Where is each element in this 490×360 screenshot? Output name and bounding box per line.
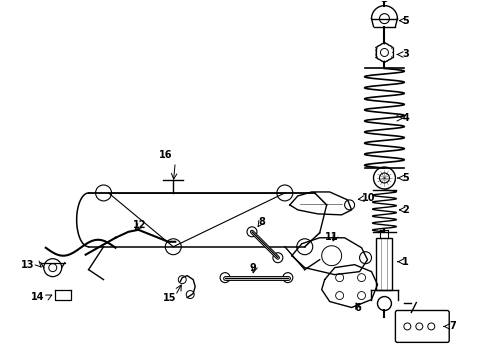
- Text: 16: 16: [159, 150, 172, 160]
- Text: 4: 4: [402, 113, 409, 123]
- Text: 11: 11: [325, 232, 338, 242]
- Text: 15: 15: [163, 293, 177, 302]
- Bar: [376, 238, 392, 289]
- Text: 6: 6: [355, 302, 361, 312]
- Text: 7: 7: [449, 321, 456, 332]
- Text: 9: 9: [250, 263, 257, 273]
- Text: 14: 14: [31, 292, 44, 302]
- Text: 12: 12: [133, 220, 147, 230]
- Text: 1: 1: [402, 257, 409, 267]
- Text: 13: 13: [21, 260, 34, 270]
- Text: 5: 5: [402, 173, 409, 183]
- Text: 5: 5: [402, 15, 409, 26]
- Text: 8: 8: [258, 217, 265, 227]
- Text: 2: 2: [402, 205, 409, 215]
- Text: 3: 3: [402, 49, 409, 59]
- Text: 10: 10: [362, 193, 375, 203]
